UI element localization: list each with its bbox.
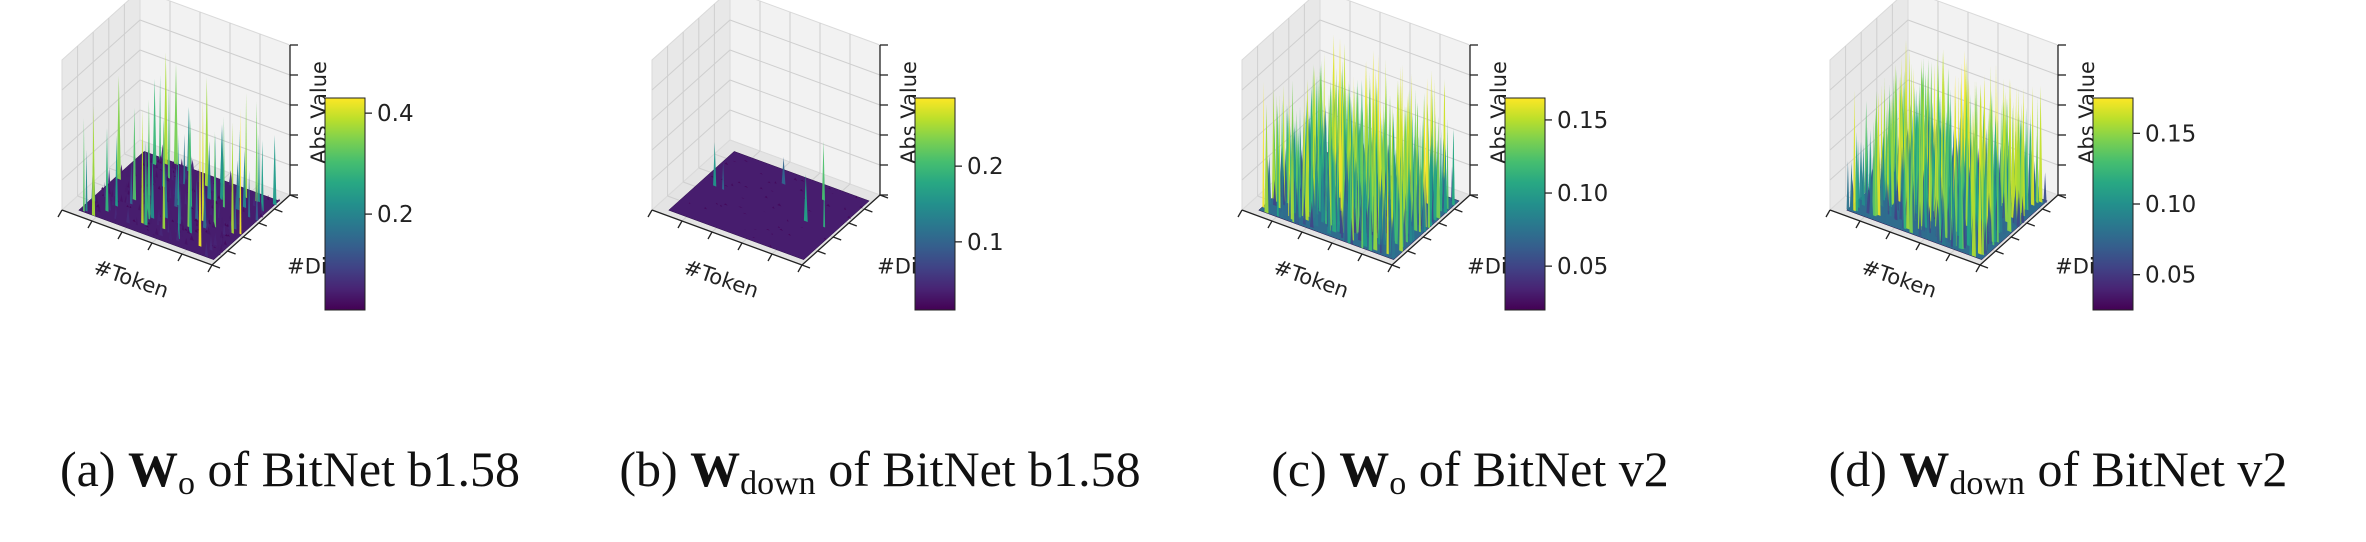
colorbar	[324, 97, 366, 311]
colorbar	[2092, 97, 2134, 311]
axis-lines	[1237, 44, 1479, 273]
colorbar-tick-label: 0.2	[967, 154, 1004, 180]
chart-panel-d: #Token #Dim Abs Value 0.05 0.10 0.15 (d) Wdow…	[1768, 0, 2348, 542]
axis-lines	[1825, 44, 2067, 273]
colorbar	[1504, 97, 1546, 311]
axis-lines	[647, 44, 889, 273]
caption-c: (c) Wo of BitNet v2	[1271, 441, 1669, 502]
chart-panel-b: #Token #Dim Abs Value 0.1 0.2 (b) Wdown of B…	[590, 0, 1170, 542]
surface-spikes	[1846, 39, 2047, 257]
colorbar-tick-label: 0.10	[1557, 181, 1608, 207]
chart-panel-a: #Token #Dim Abs Value 0.2 0.4 (a) Wo of BitN…	[0, 0, 580, 542]
chart-panel-c: #Token #Dim Abs Value 0.05 0.10 0.15 (c) Wo o…	[1180, 0, 1760, 542]
colorbar-tick-label: 0.05	[2145, 263, 2196, 289]
caption-a: (a) Wo of BitNet b1.58	[60, 441, 520, 502]
caption-d: (d) Wdown of BitNet v2	[1828, 441, 2288, 502]
x-axis-label: #Token	[681, 255, 762, 303]
surface-base	[668, 151, 870, 260]
colorbar-tick-label: 0.05	[1557, 254, 1608, 280]
colorbar-tick-label: 0.15	[1557, 108, 1608, 134]
surface-spikes	[83, 52, 281, 257]
caption-b: (b) Wdown of BitNet b1.58	[619, 441, 1141, 502]
surface-spikes	[688, 141, 863, 248]
x-axis-label: #Token	[91, 255, 172, 303]
colorbar-tick-label: 0.10	[2145, 192, 2196, 218]
colorbar-tick-label: 0.4	[377, 101, 414, 127]
colorbar-tick-label: 0.15	[2145, 121, 2196, 147]
surface-spikes	[1262, 34, 1455, 259]
colorbar	[914, 97, 956, 311]
colorbar-tick-label: 0.2	[377, 202, 414, 228]
x-axis-label: #Token	[1271, 255, 1352, 303]
colorbar-tick-label: 0.1	[967, 230, 1004, 256]
x-axis-label: #Token	[1859, 255, 1940, 303]
axis-lines	[57, 44, 299, 273]
